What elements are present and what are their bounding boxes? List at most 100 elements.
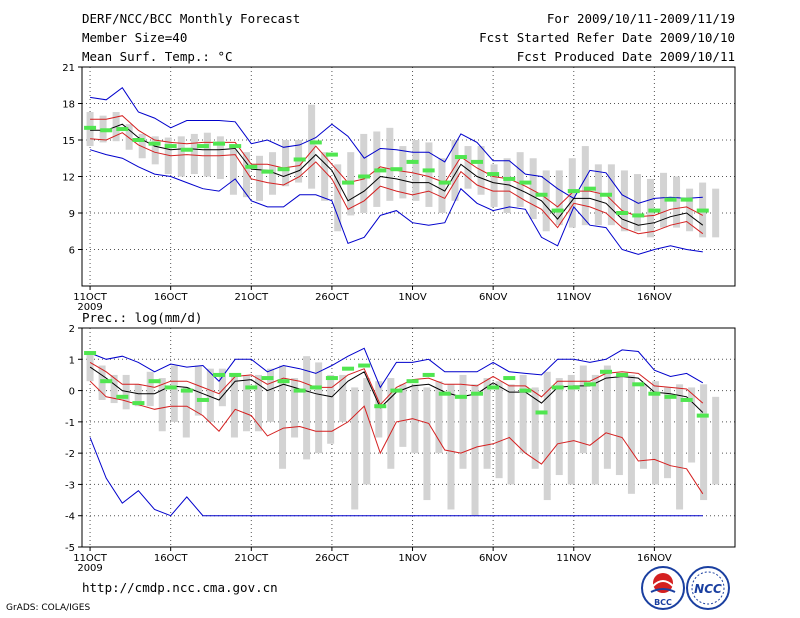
- range-bar: [321, 152, 329, 201]
- x-tick-label: 21OCT: [234, 553, 269, 564]
- y-tick-label: 2: [69, 324, 75, 335]
- range-bar: [516, 152, 524, 207]
- range-bar: [203, 132, 211, 177]
- x-tick-label: 16OCT: [154, 553, 189, 564]
- median-marker: [132, 401, 145, 406]
- range-bar: [158, 378, 166, 432]
- range-bar: [673, 176, 681, 228]
- range-bar: [464, 146, 472, 189]
- range-bar: [122, 374, 130, 410]
- start-date: Fcst Started Refer Date 2009/10/10: [479, 30, 735, 45]
- median-marker: [632, 213, 645, 218]
- range-bar: [459, 374, 467, 469]
- range-bar: [360, 133, 368, 213]
- median-marker: [261, 376, 274, 381]
- median-marker: [325, 376, 338, 381]
- range-bar: [339, 374, 347, 422]
- range-bar: [676, 384, 684, 510]
- range-bar: [146, 371, 154, 407]
- median-marker: [551, 385, 564, 390]
- median-marker: [438, 180, 451, 185]
- median-marker: [454, 394, 467, 399]
- median-marker: [164, 144, 177, 149]
- median-marker: [277, 167, 290, 172]
- bcc-logo: BCC: [641, 566, 685, 610]
- produced-date: Fcst Produced Date 2009/10/11: [516, 49, 735, 64]
- median-marker: [567, 189, 580, 194]
- median-marker: [680, 397, 693, 402]
- median-marker: [567, 385, 580, 390]
- y-tick-label: 1: [69, 355, 75, 366]
- year-label: 2009: [77, 563, 102, 574]
- range-bar: [471, 384, 479, 516]
- range-bar: [151, 136, 159, 165]
- series-line-q1: [90, 132, 704, 235]
- ncc-logo-text: NCC: [694, 582, 722, 596]
- y-tick-label: -2: [65, 449, 75, 460]
- range-bar: [425, 142, 433, 207]
- ncc-logo: NCC: [686, 566, 730, 610]
- y-tick-label: -1: [65, 418, 75, 429]
- median-marker: [535, 410, 548, 415]
- range-bar: [447, 384, 455, 510]
- median-marker: [422, 372, 435, 377]
- range-bar: [206, 368, 214, 422]
- range-bar: [177, 136, 185, 177]
- range-bar: [308, 104, 316, 189]
- range-bar: [664, 387, 672, 479]
- range-bar: [399, 384, 407, 447]
- range-bar: [451, 140, 459, 201]
- median-marker: [438, 391, 451, 396]
- series-line-lower: [89, 149, 703, 255]
- median-marker: [358, 363, 371, 368]
- median-marker: [390, 167, 403, 172]
- median-marker: [180, 388, 193, 393]
- range-bar: [529, 158, 537, 220]
- range-bar: [375, 381, 383, 438]
- range-bar: [399, 146, 407, 199]
- forecast-period: For 2009/10/11-2009/11/19: [546, 11, 735, 26]
- range-bar: [603, 365, 611, 469]
- median-marker: [342, 180, 355, 185]
- range-bar: [712, 188, 720, 238]
- range-bar: [567, 374, 575, 485]
- range-bar: [543, 371, 551, 501]
- median-marker: [487, 385, 500, 390]
- range-bar: [230, 374, 238, 438]
- range-bar: [327, 374, 335, 444]
- range-bar: [387, 378, 395, 469]
- range-bar: [688, 387, 696, 463]
- median-marker: [148, 379, 161, 384]
- range-bar: [591, 374, 599, 485]
- median-marker: [309, 385, 322, 390]
- range-bar: [411, 384, 419, 454]
- precipitation-chart: 11OCT 16OCT 21OCT 26OCT 1NOV 6NOV 11NOV 16NOV20…: [65, 310, 736, 574]
- x-tick-label: 6NOV: [479, 292, 508, 303]
- range-bar: [334, 164, 342, 232]
- median-marker: [245, 164, 258, 169]
- median-marker: [84, 125, 97, 130]
- median-marker: [616, 211, 629, 215]
- y-tick-label: 6: [69, 246, 75, 257]
- website-url[interactable]: http://cmdp.ncc.cma.gov.cn: [82, 580, 278, 595]
- median-marker: [261, 169, 274, 174]
- x-tick-label: 21OCT: [234, 292, 269, 303]
- median-marker: [84, 351, 97, 356]
- median-marker: [583, 186, 596, 191]
- median-marker: [180, 147, 193, 152]
- median-marker: [213, 372, 226, 377]
- median-marker: [390, 388, 403, 393]
- median-marker: [229, 144, 242, 149]
- range-bar: [594, 164, 602, 226]
- range-bar: [660, 172, 668, 228]
- range-bar: [423, 387, 431, 501]
- range-bar: [110, 374, 118, 404]
- range-bar: [291, 378, 299, 438]
- median-marker: [196, 397, 209, 402]
- median-marker: [600, 369, 613, 374]
- range-bar: [194, 365, 202, 416]
- median-marker: [196, 144, 209, 149]
- range-bar: [555, 170, 563, 226]
- median-marker: [551, 208, 564, 213]
- median-marker: [600, 192, 613, 197]
